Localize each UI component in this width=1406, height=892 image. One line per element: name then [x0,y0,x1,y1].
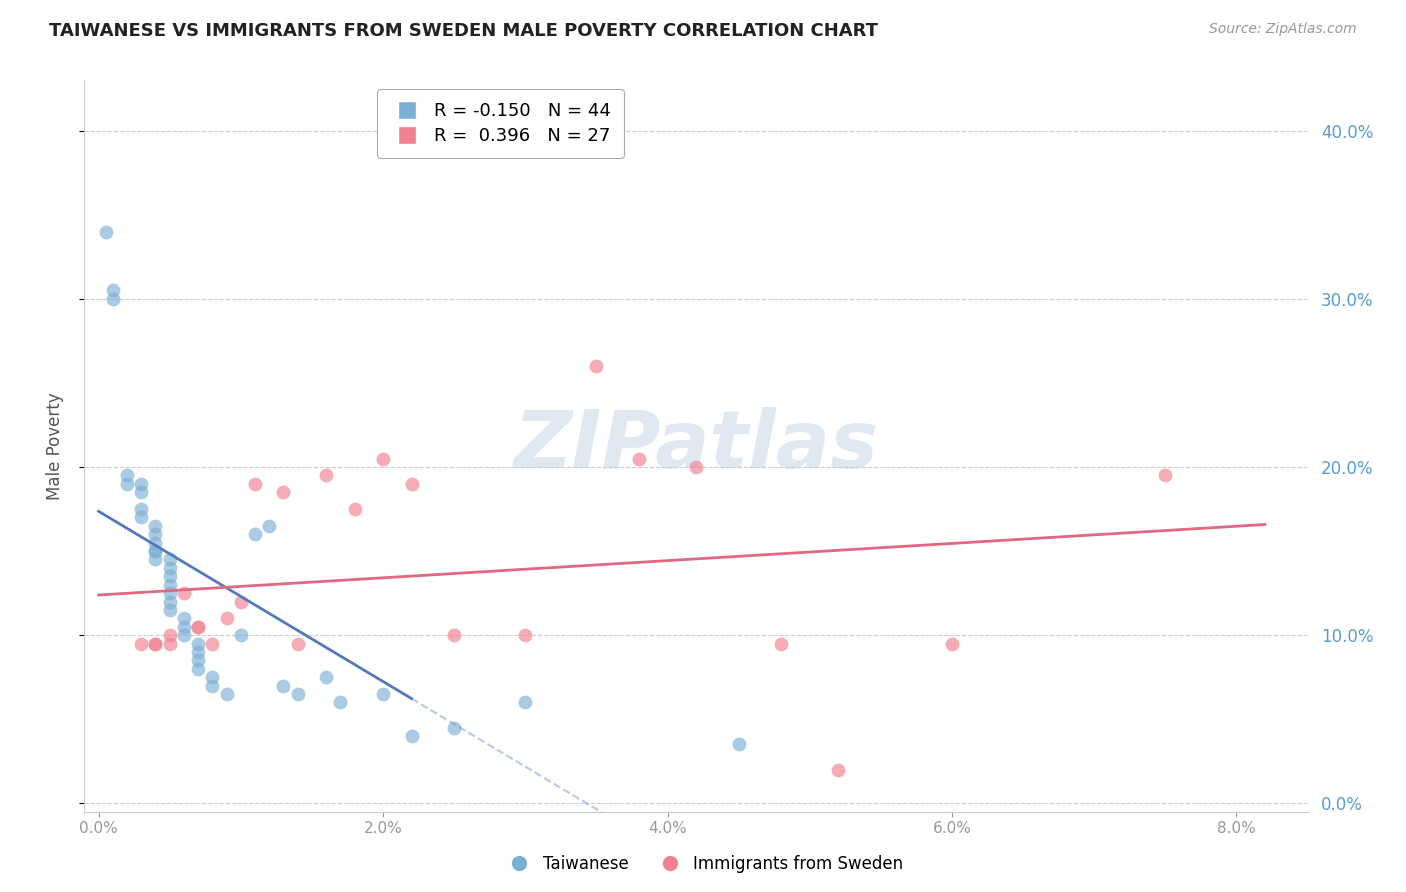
Legend: Taiwanese, Immigrants from Sweden: Taiwanese, Immigrants from Sweden [496,848,910,880]
Point [215,611,238,625]
Point [159,578,181,592]
Point [401,476,423,491]
Point [159,552,181,566]
Point [727,738,749,752]
Point [173,611,195,625]
Point [1154,468,1177,483]
Point [187,620,209,634]
Point [315,468,337,483]
Point [145,535,167,549]
Point [173,586,195,600]
Point [145,636,167,650]
Point [201,636,224,650]
Point [159,569,181,583]
Point [243,476,266,491]
Point [371,451,394,466]
Point [145,552,167,566]
Legend: R = -0.150   N = 44, R =  0.396   N = 27: R = -0.150 N = 44, R = 0.396 N = 27 [377,89,624,158]
Point [827,763,849,777]
Point [273,485,295,500]
Point [115,476,138,491]
Point [115,468,138,483]
Point [329,695,352,709]
Point [187,662,209,676]
Point [129,485,152,500]
Point [145,544,167,558]
Point [515,695,537,709]
Point [941,636,963,650]
Point [145,636,167,650]
Point [229,628,252,642]
Text: TAIWANESE VS IMMIGRANTS FROM SWEDEN MALE POVERTY CORRELATION CHART: TAIWANESE VS IMMIGRANTS FROM SWEDEN MALE… [49,22,879,40]
Text: Source: ZipAtlas.com: Source: ZipAtlas.com [1209,22,1357,37]
Point [187,620,209,634]
Point [145,544,167,558]
Point [215,687,238,701]
Point [159,561,181,575]
Y-axis label: Male Poverty: Male Poverty [45,392,63,500]
Point [187,653,209,667]
Point [685,460,707,475]
Point [101,292,124,306]
Point [187,636,209,650]
Point [129,502,152,516]
Point [159,603,181,617]
Point [201,670,224,684]
Point [770,636,793,650]
Point [129,476,152,491]
Point [443,721,465,735]
Point [159,594,181,608]
Point [515,628,537,642]
Point [401,729,423,743]
Text: ZIPatlas: ZIPatlas [513,407,879,485]
Point [159,636,181,650]
Point [315,670,337,684]
Point [94,225,117,239]
Point [187,645,209,659]
Point [101,284,124,298]
Point [173,628,195,642]
Point [201,679,224,693]
Point [159,586,181,600]
Point [628,451,651,466]
Point [129,510,152,524]
Point [585,359,607,373]
Point [259,519,281,533]
Point [243,527,266,541]
Point [229,594,252,608]
Point [273,679,295,693]
Point [159,628,181,642]
Point [343,502,366,516]
Point [287,636,309,650]
Point [443,628,465,642]
Point [145,519,167,533]
Point [129,636,152,650]
Point [371,687,394,701]
Point [145,527,167,541]
Point [173,620,195,634]
Point [287,687,309,701]
